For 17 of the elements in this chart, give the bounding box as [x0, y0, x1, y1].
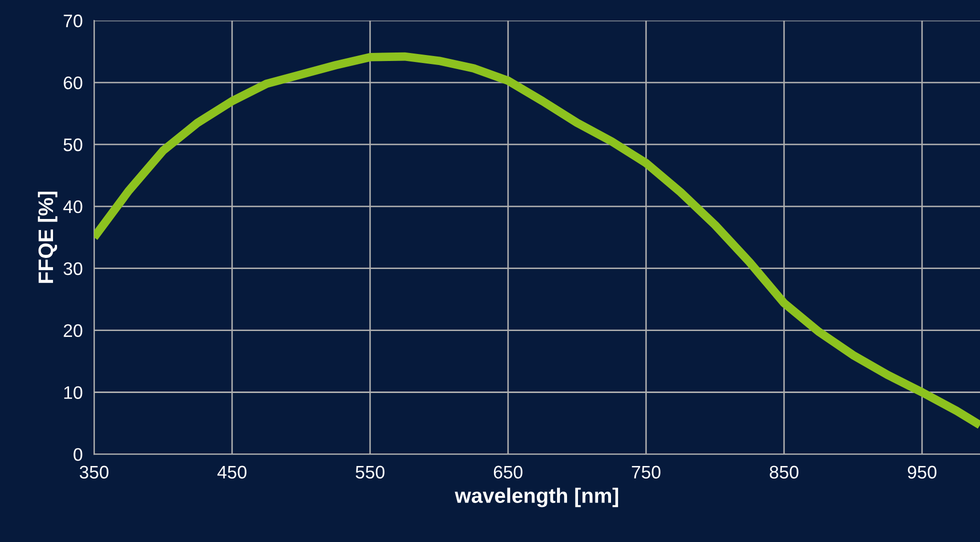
x-axis-title: wavelength [nm] [454, 488, 618, 508]
y-tick-label: 40 [63, 200, 82, 214]
y-tick-label: 10 [64, 386, 82, 399]
x-tick-label: 650 [494, 466, 522, 479]
y-tick-label: 30 [64, 262, 82, 276]
x-tick-label: 750 [632, 466, 660, 479]
x-tick-label: 350 [80, 466, 108, 479]
y-axis-title: FFQE [%] [38, 192, 58, 283]
x-tick-label: 950 [908, 466, 936, 479]
y-tick-label: 60 [64, 76, 82, 90]
y-tick-label: 50 [64, 138, 82, 152]
x-tick-label: 550 [356, 466, 384, 479]
y-tick-label: 70 [64, 14, 82, 28]
y-tick-label: 0 [74, 448, 82, 461]
x-tick-label: 850 [770, 466, 798, 479]
x-tick-label: 450 [217, 466, 246, 479]
y-tick-label: 20 [64, 324, 82, 338]
